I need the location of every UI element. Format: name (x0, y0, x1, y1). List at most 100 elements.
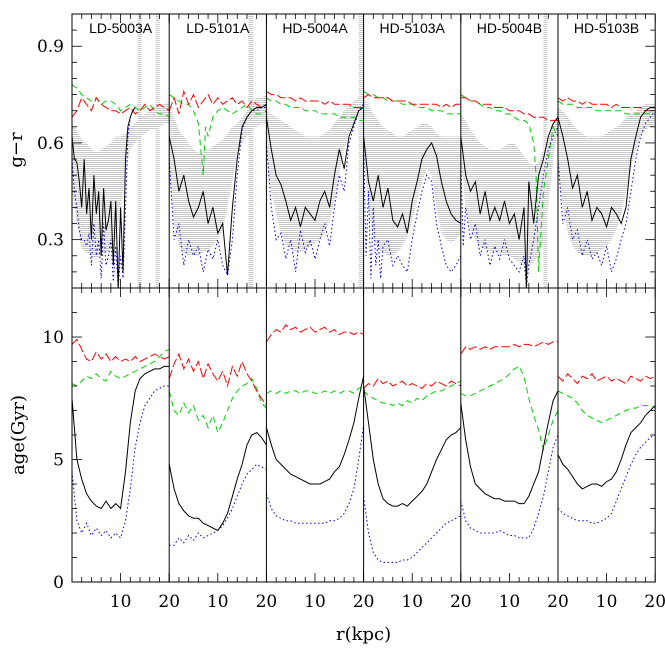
scatter-spike (358, 14, 364, 288)
bottom-panel-2 (169, 352, 267, 546)
bottom-panel-plot-4 (363, 377, 461, 563)
top-panel-plot-5 (460, 14, 558, 288)
x-tick-label: 10 (401, 592, 423, 612)
x-tick-label: 20 (353, 592, 375, 612)
scatter-band (558, 104, 656, 256)
green-line (558, 390, 656, 424)
top-ytick-label: 0.9 (37, 37, 64, 57)
black-line (266, 376, 364, 485)
x-tick-label: 10 (499, 592, 521, 612)
x-tick-label: 20 (158, 592, 180, 612)
red-line (72, 96, 170, 118)
y-axis-title-top: g−r (6, 132, 27, 168)
bottom-panel-4 (363, 377, 461, 563)
green-line (169, 94, 267, 176)
red-line (72, 338, 170, 363)
red-line (363, 94, 461, 109)
black-line (363, 385, 461, 507)
panel-title-5: HD-5004B (477, 20, 542, 36)
blue-line (558, 434, 656, 524)
panel-title-1: LD-5003A (89, 20, 153, 36)
scatter-band (460, 110, 558, 266)
blue-line (460, 126, 558, 288)
bottom-ytick-label: 0 (53, 573, 64, 593)
black-line (169, 431, 267, 532)
scatter-spike (248, 14, 254, 288)
bottom-panel-1 (72, 338, 170, 539)
panel-title-6: HD-5103B (574, 20, 639, 36)
black-line (558, 405, 656, 490)
black-line (72, 365, 170, 510)
green-line (266, 97, 364, 121)
top-panel-plot-4 (363, 90, 461, 279)
x-tick-label: 10 (207, 592, 229, 612)
black-line (266, 107, 364, 227)
blue-line (169, 107, 267, 277)
red-line (460, 341, 558, 355)
top-panel-2 (169, 14, 267, 288)
black-line (460, 116, 558, 288)
blue-line (169, 463, 267, 546)
black-line (460, 390, 558, 505)
x-tick-label: 20 (547, 592, 569, 612)
red-line (460, 97, 558, 121)
red-line (558, 373, 656, 385)
bottom-panel-plot-3 (266, 324, 364, 524)
x-tick-label: 20 (256, 592, 278, 612)
scatter-band (266, 94, 364, 253)
x-tick-label: 20 (644, 592, 665, 612)
red-line (558, 97, 656, 112)
panel-title-3: HD-5004A (282, 20, 348, 36)
top-panel-3 (266, 14, 364, 288)
x-tick-label: 20 (450, 592, 472, 612)
green-line (169, 377, 267, 434)
blue-line (72, 107, 136, 288)
blue-line (460, 434, 558, 539)
top-panel-plot-6 (558, 97, 656, 274)
scatter-band (72, 101, 170, 259)
x-tick-label: 10 (110, 592, 132, 612)
green-line (363, 90, 461, 115)
red-line (169, 352, 267, 406)
x-tick-label: 10 (596, 592, 618, 612)
x-tick-label: 10 (304, 592, 326, 612)
bottom-panel-5 (460, 341, 558, 539)
x-axis-title: r(kpc) (336, 624, 391, 645)
green-line (460, 365, 558, 452)
scatter-spike (155, 14, 160, 288)
bottom-ytick-label: 10 (42, 328, 64, 348)
bottom-panel-plot-6 (558, 373, 656, 524)
bottom-panel-3 (266, 324, 364, 524)
top-panel-5 (460, 14, 558, 288)
y-axis-title-bottom: age(Gyr) (8, 395, 29, 475)
red-line (363, 377, 461, 390)
green-line (266, 385, 364, 395)
axes-layer: 0.3 0.6 0.9 0 5 10 LD-5003A LD-5101A HD-5004A HD-… (37, 13, 665, 612)
green-line (558, 100, 656, 115)
bottom-panel-plot-5 (460, 341, 558, 539)
top-panel-plot-3 (266, 14, 364, 288)
scatter-band (363, 97, 461, 256)
black-line (558, 107, 656, 229)
blue-line (72, 385, 170, 539)
top-panel-plot-1 (72, 14, 170, 288)
top-ytick-label: 0.6 (37, 134, 64, 154)
top-panel-4 (363, 90, 461, 279)
scatter-spike (137, 14, 142, 288)
blue-line (363, 496, 461, 563)
top-panel-plot-2 (169, 14, 267, 288)
green-line (72, 348, 170, 387)
panel-title-2: LD-5101A (186, 20, 250, 36)
bottom-panel-plot-1 (72, 338, 170, 539)
black-line (169, 103, 267, 276)
panels-layer (72, 14, 656, 563)
bottom-panel-6 (558, 373, 656, 524)
green-line (363, 380, 461, 407)
top-ytick-label: 0.3 (37, 231, 64, 251)
top-panel-6 (558, 97, 656, 274)
red-line (266, 324, 364, 343)
black-line (72, 107, 136, 288)
bottom-ytick-label: 5 (53, 451, 64, 471)
red-line (169, 89, 267, 115)
